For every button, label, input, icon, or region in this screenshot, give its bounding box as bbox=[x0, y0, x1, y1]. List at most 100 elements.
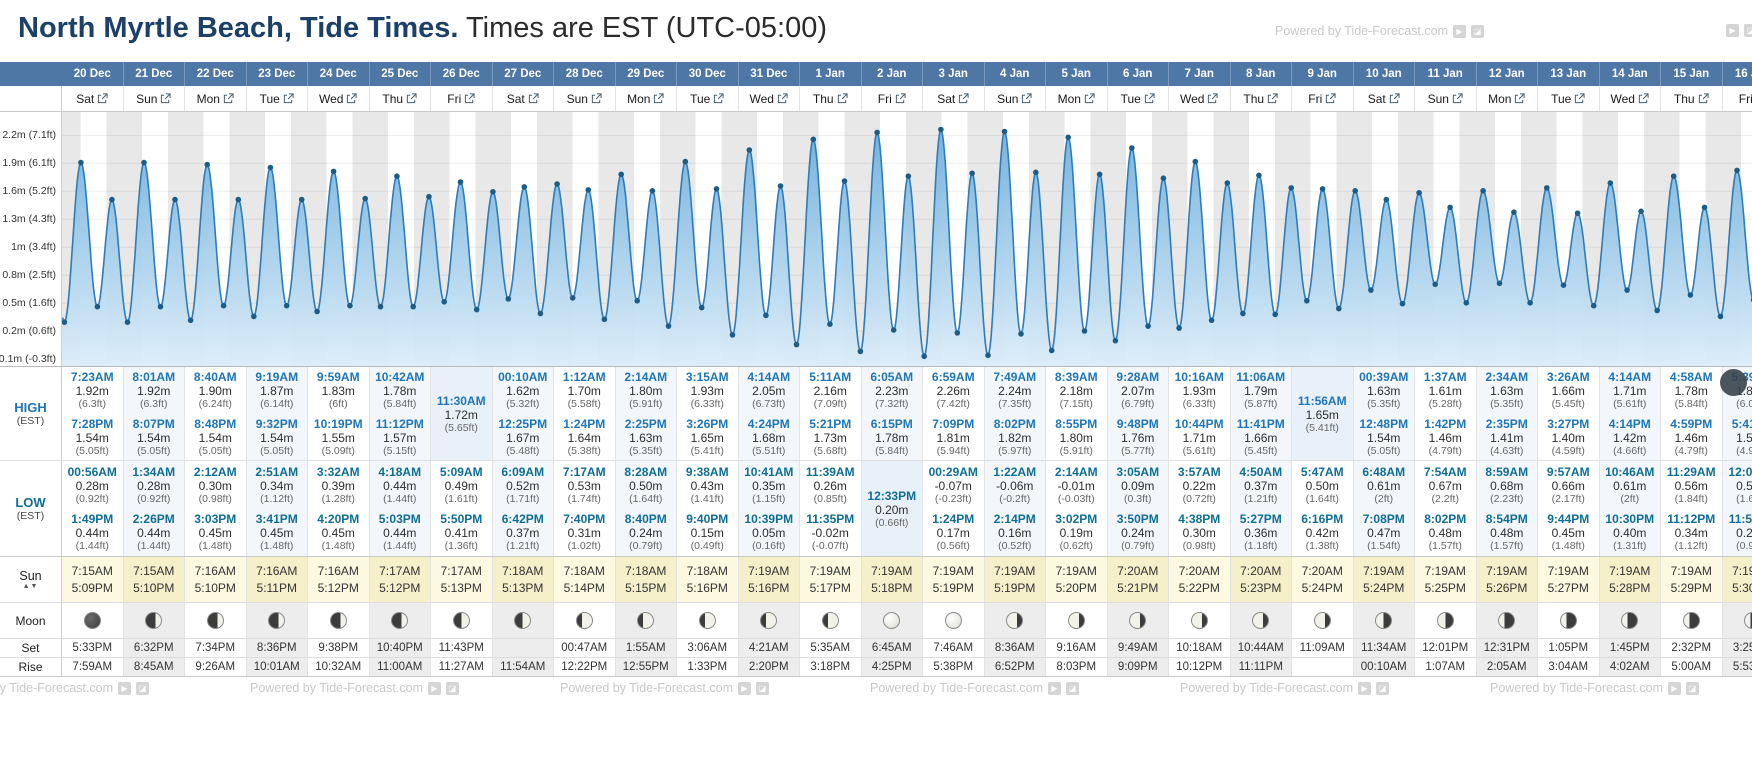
moonrise-time: 11:27AM bbox=[431, 658, 493, 676]
tide-height-ft: (5.84ft) bbox=[875, 444, 909, 457]
weekday-cell[interactable]: Mon bbox=[1046, 86, 1108, 111]
sunrise-time: 7:19AM bbox=[1732, 563, 1752, 578]
external-link-icon[interactable] bbox=[1084, 93, 1095, 104]
moonrise-time: 9:26AM bbox=[185, 658, 247, 676]
weekday-cell[interactable]: Sun bbox=[123, 86, 185, 111]
tide-height-m: 0.34m bbox=[1674, 526, 1708, 541]
external-link-icon[interactable] bbox=[1638, 93, 1649, 104]
location-title: North Myrtle Beach, Tide Times. bbox=[18, 12, 459, 44]
date-cell: 3 Jan bbox=[923, 62, 985, 86]
weekday-cell[interactable]: Wed bbox=[1169, 86, 1231, 111]
tide-time: 10:19PM bbox=[313, 416, 363, 431]
weekday-cell[interactable]: Sat bbox=[1353, 86, 1415, 111]
weekday-cell[interactable]: Wed bbox=[1599, 86, 1661, 111]
weekday-cell[interactable]: Mon bbox=[615, 86, 677, 111]
external-link-icon[interactable] bbox=[1144, 93, 1155, 104]
weekday-cell[interactable]: Sun bbox=[984, 86, 1046, 111]
external-link-icon[interactable] bbox=[283, 93, 294, 104]
weekday-cell[interactable]: Wed bbox=[308, 86, 370, 111]
sunset-time: 5:17PM bbox=[809, 580, 851, 595]
moon-phase-icon bbox=[83, 612, 101, 629]
weekday-cell[interactable]: Sat bbox=[62, 86, 124, 111]
watermark-play-icon: ▶ bbox=[118, 681, 131, 695]
external-link-icon[interactable] bbox=[1389, 93, 1400, 104]
weekday-cell[interactable]: Tue bbox=[246, 86, 308, 111]
weekday-cell[interactable]: Sat bbox=[492, 86, 554, 111]
tide-height-m: 1.51m bbox=[1736, 430, 1752, 445]
external-link-icon[interactable] bbox=[528, 93, 539, 104]
external-link-icon[interactable] bbox=[1452, 93, 1463, 104]
tide-height-ft: (1.57ft) bbox=[1428, 540, 1462, 553]
external-link-icon[interactable] bbox=[653, 93, 665, 104]
tide-height-ft: (6.73ft) bbox=[752, 398, 786, 411]
weekday-label: Wed bbox=[1180, 91, 1205, 106]
external-link-icon[interactable] bbox=[464, 93, 475, 104]
sun-row: Sun ▲▼ 7:15AM 5:09PM 7:15AM 5:10PM 7:16AM 5:1… bbox=[0, 557, 1752, 603]
weekday-cell[interactable]: Mon bbox=[1476, 86, 1538, 111]
external-link-icon[interactable] bbox=[1021, 93, 1033, 104]
date-cell: 24 Dec bbox=[308, 62, 370, 86]
external-link-icon[interactable] bbox=[837, 93, 848, 104]
weekday-cell[interactable]: Fri bbox=[861, 86, 923, 111]
tide-height-m: 0.24m bbox=[629, 526, 663, 541]
external-link-icon[interactable] bbox=[591, 93, 602, 104]
low-tide-cell: 8:28AM 0.50m (1.64ft) 8:40PM 0.24m (0.79ft) bbox=[615, 461, 677, 556]
tide-height-m: 1.82m bbox=[998, 430, 1032, 445]
tide-height-ft: (5.61ft) bbox=[1613, 398, 1647, 411]
tide-time: 4:50AM bbox=[1239, 464, 1283, 479]
external-link-icon[interactable] bbox=[895, 93, 906, 104]
external-link-icon[interactable] bbox=[713, 93, 724, 104]
tide-time: 8:02PM bbox=[1424, 512, 1467, 527]
external-link-icon[interactable] bbox=[346, 93, 358, 104]
weekday-cell[interactable]: Fri bbox=[431, 86, 493, 111]
external-link-icon[interactable] bbox=[1574, 93, 1585, 104]
moonrise-time: 10:12PM bbox=[1169, 658, 1231, 676]
tide-high-entry: 11:56AM 1.65m (5.41ft) bbox=[1292, 367, 1353, 460]
moon-phase-icon bbox=[575, 612, 593, 629]
weekday-cell[interactable]: Sat bbox=[923, 86, 985, 111]
tide-high-entry: 10:16AM 1.93m (6.33ft) bbox=[1169, 367, 1230, 414]
tide-time: 8:40AM bbox=[193, 370, 237, 385]
external-link-icon[interactable] bbox=[223, 93, 234, 104]
external-link-icon[interactable] bbox=[160, 93, 172, 104]
external-link-icon[interactable] bbox=[1267, 93, 1278, 104]
external-link-icon[interactable] bbox=[97, 93, 108, 104]
external-link-icon[interactable] bbox=[1514, 93, 1526, 104]
tide-time: 6:16PM bbox=[1301, 512, 1344, 527]
tide-high-entry: 10:19PM 1.55m (5.09ft) bbox=[308, 414, 369, 461]
weekday-cell[interactable]: Sun bbox=[554, 86, 616, 111]
weekday-cell[interactable]: Thu bbox=[369, 86, 431, 111]
weekday-cell[interactable]: Fri bbox=[1722, 86, 1752, 111]
external-link-icon[interactable] bbox=[1325, 93, 1336, 104]
high-tide-cell: 11:06AM 1.79m (5.87ft) 11:41PM 1.66m (5.45ft) bbox=[1230, 367, 1292, 460]
external-link-icon[interactable] bbox=[777, 93, 788, 104]
weekday-cell[interactable]: Tue bbox=[1538, 86, 1600, 111]
tide-height-ft: (0.66ft) bbox=[875, 516, 909, 529]
external-link-icon[interactable] bbox=[1698, 93, 1709, 104]
low-tide-cell: 9:57AM 0.66m (2.17ft) 9:44PM 0.45m (1.48ft) bbox=[1538, 461, 1600, 556]
sun-cell: 7:19AM 5:24PM bbox=[1353, 557, 1415, 602]
tide-height-m: 2.26m bbox=[936, 384, 970, 399]
weekday-cell[interactable]: Thu bbox=[1230, 86, 1292, 111]
weekday-cell[interactable]: Fri bbox=[1292, 86, 1354, 111]
external-link-icon[interactable] bbox=[958, 93, 969, 104]
external-link-icon[interactable] bbox=[1207, 93, 1219, 104]
tide-height-m: 1.93m bbox=[1182, 384, 1216, 399]
tide-high-entry: 3:26PM 1.65m (5.41ft) bbox=[677, 414, 738, 461]
weekday-cell[interactable]: Thu bbox=[1661, 86, 1723, 111]
weekday-cell[interactable]: Thu bbox=[800, 86, 862, 111]
moon-cell bbox=[246, 603, 308, 638]
weekday-cell[interactable]: Wed bbox=[738, 86, 800, 111]
weekday-cell[interactable]: Tue bbox=[677, 86, 739, 111]
weekday-cell[interactable]: Sun bbox=[1415, 86, 1477, 111]
external-link-icon[interactable] bbox=[406, 93, 417, 104]
watermark-play-icon: ▶ bbox=[1453, 24, 1466, 38]
tide-height-ft: (0.79ft) bbox=[629, 540, 663, 553]
weekday-cell[interactable]: Mon bbox=[185, 86, 247, 111]
tide-height-m: 2.18m bbox=[1059, 384, 1093, 399]
weekday-label: Sat bbox=[1367, 91, 1386, 106]
sunset-time: 5:13PM bbox=[502, 580, 544, 595]
tide-height-m: 0.49m bbox=[444, 478, 478, 493]
moon-cell bbox=[677, 603, 739, 638]
weekday-cell[interactable]: Tue bbox=[1107, 86, 1169, 111]
